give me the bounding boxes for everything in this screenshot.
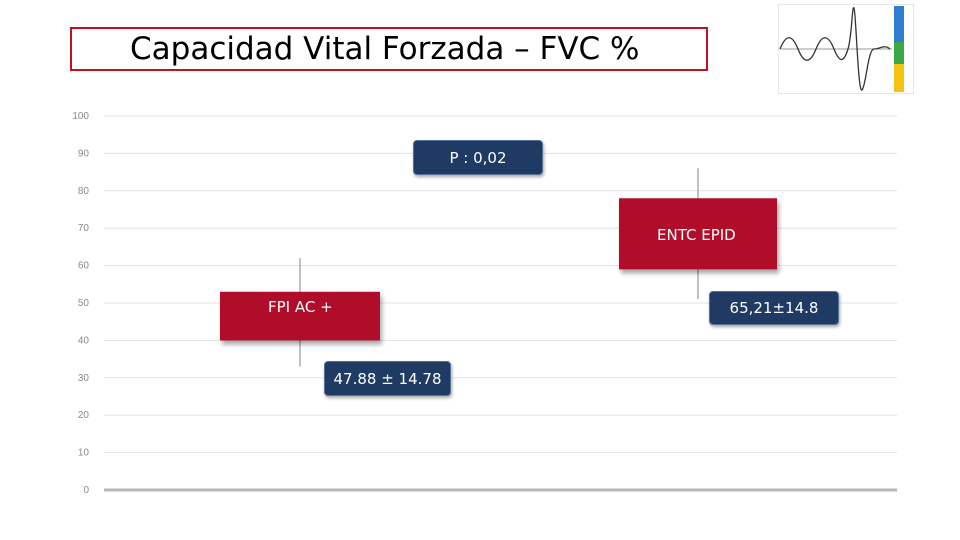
- y-tick-label: 90: [78, 148, 90, 159]
- value-label-entc: 65,21±14.8: [709, 291, 839, 325]
- box-0: [220, 291, 380, 341]
- y-tick-label: 20: [78, 410, 90, 421]
- p-value-annotation: P : 0,02: [413, 140, 543, 175]
- y-tick-label: 100: [72, 111, 89, 122]
- y-tick-label: 80: [78, 186, 90, 197]
- y-tick-label: 70: [78, 223, 90, 234]
- value-label-entc-text: 65,21±14.8: [729, 299, 819, 317]
- category-label-entc: ENTC EPID: [657, 226, 736, 244]
- y-tick-label: 50: [78, 298, 90, 309]
- title-box: Capacidad Vital Forzada – FVC %: [70, 27, 708, 71]
- y-tick-label: 30: [78, 373, 90, 384]
- box-1: [619, 198, 777, 270]
- p-value-text: P : 0,02: [449, 148, 507, 167]
- y-tick-label: 60: [78, 261, 90, 272]
- y-tick-label: 40: [78, 335, 90, 346]
- y-tick-label: 10: [78, 448, 90, 459]
- page-title: Capacidad Vital Forzada – FVC %: [130, 31, 640, 67]
- value-label-fpi-text: 47.88 ± 14.78: [333, 369, 442, 388]
- waveform-logo-icon: [778, 4, 914, 94]
- value-label-fpi: 47.88 ± 14.78: [324, 361, 451, 396]
- category-label-fpi: FPI AC +: [268, 298, 333, 316]
- y-tick-label: 0: [83, 485, 89, 496]
